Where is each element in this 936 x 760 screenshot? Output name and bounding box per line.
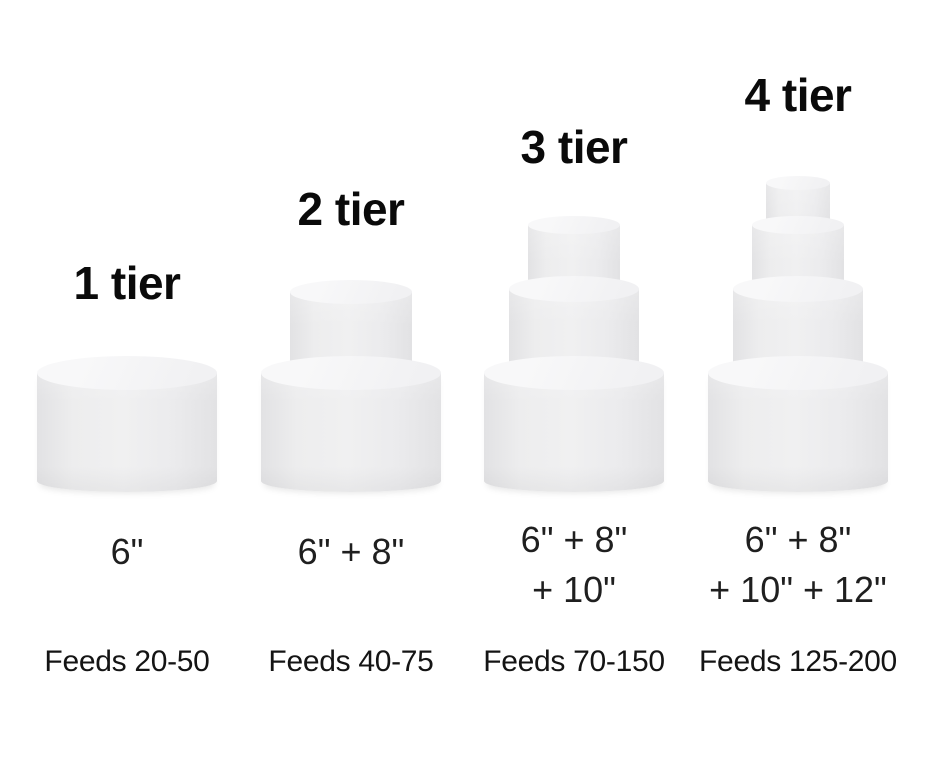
tier-sizes-line2: + 10" <box>532 569 616 610</box>
tier-sizes-label-3: 6" + 8" + 10" <box>462 515 686 615</box>
feeds-label-4: Feeds 125-200 <box>699 645 897 678</box>
cake-column-2-tier: 2 tier 6" + 8" Feeds 40-75 <box>239 0 463 760</box>
tier-count-label-2: 2 tier <box>297 183 405 235</box>
cake-illustration-4-tier <box>686 0 910 760</box>
tier-count-label-1: 1 tier <box>73 257 181 309</box>
tier-count-label-4: 4 tier <box>744 69 852 121</box>
feeds-label-3: Feeds 70-150 <box>483 645 665 678</box>
feeds-label-1: Feeds 20-50 <box>44 645 210 678</box>
cake-illustration-2-tier <box>239 0 463 760</box>
cake-illustration-3-tier <box>462 0 686 760</box>
cake-tier-bottom <box>484 356 664 492</box>
tier-sizes-line2: + 10" + 12" <box>709 569 887 610</box>
tier-sizes-line1: 6" + 8" <box>744 519 852 560</box>
feeds-label-2: Feeds 40-75 <box>268 645 434 678</box>
tier-sizes-line1: 6" + 8" <box>520 519 628 560</box>
cake-column-4-tier: 4 tier 6" + 8" + 10" + 12" Feeds 125-200 <box>686 0 910 760</box>
cake-tier-bottom <box>37 356 217 492</box>
cake-tier-bottom <box>261 356 441 492</box>
cake-column-3-tier: 3 tier 6" + 8" + 10" Feeds 70-150 <box>462 0 686 760</box>
cake-tier-bottom <box>708 356 888 492</box>
tier-sizes-label-1: 6" <box>15 515 239 577</box>
tier-sizes-label-2: 6" + 8" <box>239 515 463 577</box>
cake-column-1-tier: 1 tier 6" Feeds 20-50 <box>15 0 239 760</box>
tier-count-label-3: 3 tier <box>520 121 628 173</box>
tier-sizes-line1: 6" + 8" <box>297 531 405 572</box>
cake-illustration-1-tier <box>15 0 239 760</box>
tier-sizes-line1: 6" <box>110 531 144 572</box>
tier-sizes-label-4: 6" + 8" + 10" + 12" <box>686 515 910 615</box>
